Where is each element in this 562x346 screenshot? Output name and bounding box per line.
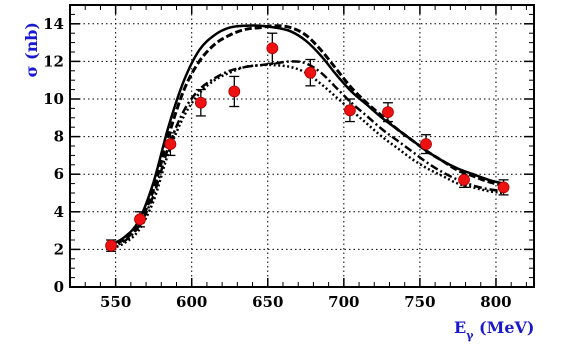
data-point — [304, 58, 317, 87]
data-point — [344, 98, 356, 123]
y-tick-label: 14 — [43, 15, 64, 33]
data-point — [164, 132, 177, 157]
x-tick-label: 650 — [252, 293, 283, 311]
point-marker — [420, 138, 432, 151]
x-axis-title-unit: (MeV) — [473, 318, 534, 337]
x-axis-title-sub: γ — [466, 329, 474, 342]
grid — [70, 5, 534, 287]
data-point — [266, 32, 279, 64]
point-marker — [164, 138, 177, 151]
x-axis-title: Eγ (MeV) — [454, 318, 534, 342]
point-marker — [382, 106, 394, 119]
point-marker — [266, 42, 279, 55]
point-marker — [344, 104, 356, 117]
x-tick-label: 600 — [176, 293, 207, 311]
point-marker — [304, 66, 317, 79]
point-marker — [228, 85, 241, 98]
curve-dotted — [107, 63, 504, 251]
data-point — [458, 171, 470, 189]
x-tick-label: 750 — [404, 293, 435, 311]
data-point — [497, 179, 510, 196]
y-tick-label: 0 — [54, 278, 64, 296]
curve-dashed — [107, 24, 504, 248]
point-marker — [105, 239, 117, 252]
data-point — [194, 88, 207, 117]
y-tick-label: 10 — [43, 90, 64, 108]
point-marker — [497, 181, 510, 194]
plot-frame — [69, 4, 535, 288]
y-axis-title: σ (nb) — [22, 22, 41, 77]
y-tick-labels: 0 2 4 6 8 10 12 14 — [43, 15, 64, 296]
data-point — [420, 134, 432, 155]
y-tick-label: 2 — [54, 240, 64, 258]
x-axis-title-main: E — [454, 318, 466, 337]
point-marker — [134, 213, 146, 226]
data-point — [382, 102, 394, 123]
data-points — [105, 32, 510, 252]
x-tick-label: 800 — [480, 293, 511, 311]
y-tick-label: 6 — [54, 165, 64, 183]
point-marker — [194, 96, 207, 109]
y-tick-label: 8 — [54, 128, 64, 146]
y-tick-label: 12 — [43, 52, 64, 70]
data-point — [228, 75, 241, 108]
point-marker — [458, 173, 470, 186]
data-point — [105, 239, 117, 252]
x-tick-label: 550 — [100, 293, 131, 311]
data-point — [134, 211, 146, 228]
axis-ticks — [69, 5, 534, 288]
x-tick-label: 700 — [328, 293, 359, 311]
y-tick-label: 4 — [54, 203, 64, 221]
x-tick-labels: 550 600 650 700 750 800 — [100, 293, 512, 311]
